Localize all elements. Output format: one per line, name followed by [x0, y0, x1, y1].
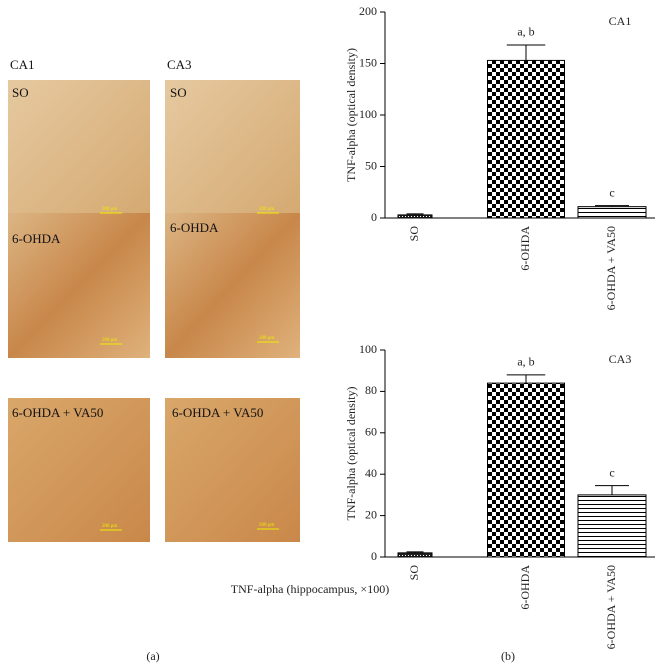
- image-label: 6-OHDA + VA50: [12, 405, 103, 420]
- image: [8, 213, 150, 358]
- scale-bar-label: 200 μm: [259, 207, 274, 212]
- scale-bar-label: 200 μm: [259, 336, 274, 341]
- caption: TNF-alpha (hippocampus, ×100): [231, 582, 389, 596]
- annotation: c: [609, 185, 614, 199]
- micrographs: [8, 80, 300, 542]
- x-tick-label: 6-OHDA + VA50: [604, 565, 618, 649]
- y-tick-label: 200: [359, 4, 377, 18]
- image-label: 6-OHDA + VA50: [172, 405, 263, 420]
- bar: [487, 59, 565, 219]
- scale-bar-label: 200 μm: [102, 524, 117, 529]
- image: [165, 398, 300, 542]
- image-label: 6-OHDA: [170, 220, 219, 235]
- annotation: a, b: [517, 25, 534, 39]
- image: [165, 80, 300, 225]
- y-axis-label: TNF-alpha (optical density): [344, 387, 358, 521]
- scale-bar-label: 200 μm: [102, 338, 117, 343]
- annotation: c: [609, 465, 614, 479]
- y-tick-label: 100: [359, 342, 377, 356]
- image-label: SO: [170, 85, 187, 100]
- bar: [577, 494, 647, 558]
- scale-bar-label: 200 μm: [102, 207, 117, 212]
- image: [8, 80, 150, 225]
- y-axis-label: TNF-alpha (optical density): [344, 48, 358, 182]
- x-tick-label: 6-OHDA + VA50: [604, 226, 618, 310]
- image-label: SO: [12, 85, 29, 100]
- bar: [577, 206, 647, 219]
- y-tick-label: 20: [365, 507, 377, 521]
- x-tick-label: SO: [407, 226, 421, 242]
- y-tick-label: 100: [359, 107, 377, 121]
- panel-label: (a): [146, 649, 159, 663]
- image-label: 6-OHDA: [12, 231, 61, 246]
- y-tick-label: 150: [359, 55, 377, 69]
- x-tick-label: 6-OHDA: [518, 565, 532, 610]
- image: [8, 398, 150, 542]
- scale-bars: 200 μm 200 μm 200 μm 200 μm 200 μm 200 μ…: [100, 207, 279, 531]
- panel-label: (b): [501, 649, 515, 663]
- y-tick-label: 60: [365, 425, 377, 439]
- bar: [487, 382, 565, 558]
- x-tick-label: SO: [407, 565, 421, 581]
- y-tick-label: 50: [365, 158, 377, 172]
- chart-title: CA3: [609, 352, 632, 366]
- annotation: a, b: [517, 355, 534, 369]
- scale-bar-label: 200 μm: [259, 523, 274, 528]
- y-tick-label: 80: [365, 383, 377, 397]
- y-tick-label: 0: [371, 210, 377, 224]
- y-tick-label: 40: [365, 466, 377, 480]
- image: [165, 213, 300, 358]
- column-label: CA1: [10, 57, 35, 72]
- column-label: CA3: [167, 57, 192, 72]
- bar: [397, 214, 433, 219]
- x-tick-label: 6-OHDA: [518, 226, 532, 271]
- bar: [397, 552, 433, 558]
- y-tick-label: 0: [371, 549, 377, 563]
- chart-title: CA1: [609, 14, 632, 28]
